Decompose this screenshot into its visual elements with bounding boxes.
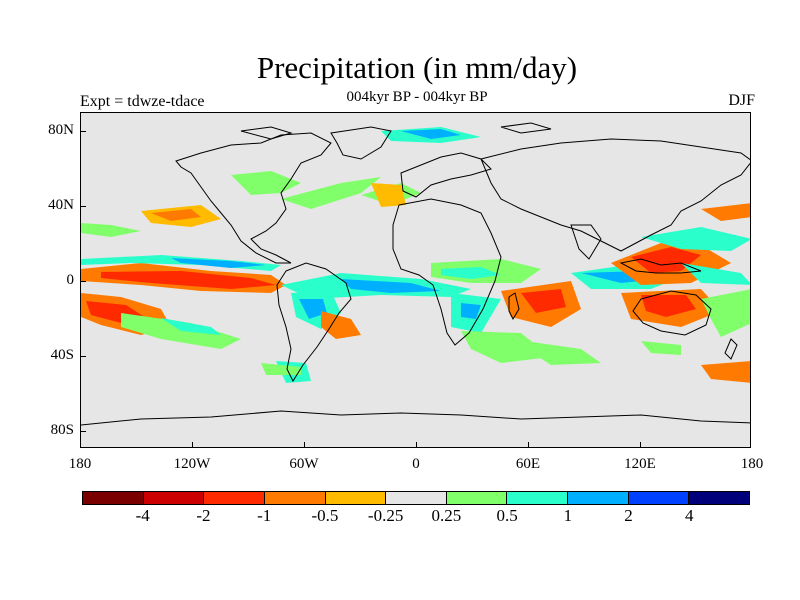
- colorbar-label: 2: [624, 506, 633, 525]
- anomaly-patch-arctic-2: [401, 129, 461, 139]
- x-tick: [528, 442, 529, 448]
- x-axis-label-60e: 60E: [515, 456, 541, 472]
- colorbar-label: 0.25: [431, 506, 462, 525]
- anomaly-patch-madagascar-2: [521, 289, 566, 313]
- anomaly-patch-nz-2: [641, 341, 681, 355]
- y-axis-label-40n: 40N: [48, 197, 74, 213]
- season-label: DJF: [728, 92, 755, 109]
- coast-africa: [392, 198, 502, 346]
- x-tick: [192, 442, 193, 448]
- colorbar-box: [325, 492, 387, 504]
- x-tick: [80, 442, 81, 448]
- anomaly-patch-trop-atl-2: [341, 279, 441, 293]
- anomaly-patch-npac-4: [231, 171, 301, 195]
- y-tick: [80, 356, 86, 357]
- colorbar-label: -4: [135, 506, 150, 525]
- x-axis-label-120w: 120W: [173, 456, 211, 472]
- anomaly-patch-arabia: [371, 183, 406, 207]
- anomaly-patch-samerica-2: [299, 299, 327, 319]
- anomaly-patch-maritime-2: [631, 247, 701, 273]
- anomaly-patch-s-africa-2: [461, 303, 481, 319]
- coast-antarctica: [81, 410, 750, 426]
- coast-indonesia: [619, 258, 702, 274]
- anomaly-patch-satl: [261, 363, 301, 375]
- anomaly-patch-pacific-wet-2: [171, 258, 266, 268]
- coast-madagascar: [508, 292, 520, 321]
- x-axis-label-180e: 180: [740, 456, 764, 472]
- y-tick: [80, 431, 86, 432]
- anomaly-patch-australia-2: [641, 295, 696, 317]
- colorbar-label: -0.25: [367, 506, 404, 525]
- y-axis-label-40s: 40S: [50, 347, 74, 363]
- coast-greenland: [330, 126, 392, 160]
- colorbar-box: [204, 492, 265, 504]
- colorbar-box: [386, 492, 447, 504]
- coast-arctic-islands: [240, 122, 552, 140]
- anomaly-patch-nz: [701, 361, 750, 383]
- anomaly-patch-samerica-3: [321, 311, 361, 339]
- y-tick: [80, 131, 86, 132]
- x-axis-label-180w: 180: [68, 456, 92, 472]
- colorbar: [82, 491, 750, 505]
- y-axis-label-0: 0: [66, 272, 75, 288]
- y-tick: [80, 206, 86, 207]
- anomaly-patch-s-indian: [511, 339, 601, 365]
- colorbar-box: [264, 492, 326, 504]
- y-axis-label-80n: 80N: [48, 122, 74, 138]
- colorbar-label: -2: [196, 506, 211, 525]
- x-tick: [304, 442, 305, 448]
- y-axis-label-80s: 80S: [50, 422, 74, 438]
- anomaly-patch-pacific-core: [101, 271, 276, 289]
- colorbar-box: [568, 492, 629, 504]
- x-axis-label-120e: 120E: [624, 456, 656, 472]
- anomaly-patch-wpac: [641, 227, 750, 251]
- colorbar-label: 4: [685, 506, 694, 525]
- colorbar-box: [143, 492, 205, 504]
- coast-europe: [400, 152, 492, 198]
- anomaly-patch-natl: [281, 177, 381, 209]
- anomaly-patches: [81, 127, 750, 383]
- x-axis-label-60w: 60W: [289, 456, 319, 472]
- colorbar-box: [83, 492, 144, 504]
- anomaly-patch-s-africa-3: [461, 331, 551, 363]
- precipitation-map: [80, 112, 751, 448]
- colorbar-label: 1: [563, 506, 573, 525]
- chart-title: Precipitation (in mm/day): [256, 50, 578, 85]
- period-subtitle: 004kyr BP - 004kyr BP: [346, 89, 488, 105]
- anomaly-patch-npac-3: [81, 223, 141, 237]
- coastlines: [81, 122, 750, 426]
- anomaly-patch-maritime-3: [681, 263, 750, 285]
- colorbar-label: -0.5: [311, 506, 339, 525]
- coast-south-america: [276, 262, 352, 383]
- anomaly-patch-spcz: [701, 289, 750, 337]
- coast-north-america: [175, 132, 332, 264]
- colorbar-box: [689, 492, 750, 504]
- experiment-label: Expt = tdwze-tdace: [80, 93, 205, 110]
- colorbar-box: [446, 492, 508, 504]
- coast-asia: [480, 138, 750, 252]
- x-tick: [416, 442, 417, 448]
- colorbar-box: [628, 492, 690, 504]
- colorbar-label: 0.5: [496, 506, 518, 525]
- x-tick: [640, 442, 641, 448]
- coast-australia: [632, 290, 712, 336]
- coast-india: [570, 224, 602, 260]
- x-axis-label-0: 0: [412, 456, 420, 472]
- anomaly-patch-wpac-2: [701, 203, 750, 221]
- x-tick: [750, 442, 751, 448]
- colorbar-label: -1: [257, 506, 272, 525]
- colorbar-box: [507, 492, 569, 504]
- anomaly-patch-spac-4: [161, 318, 221, 335]
- coast-new-zealand: [724, 338, 738, 360]
- map-svg: [81, 122, 750, 426]
- y-tick: [80, 281, 86, 282]
- anomaly-patch-africa-2: [441, 267, 501, 279]
- anomaly-patch-npac-2: [151, 209, 201, 221]
